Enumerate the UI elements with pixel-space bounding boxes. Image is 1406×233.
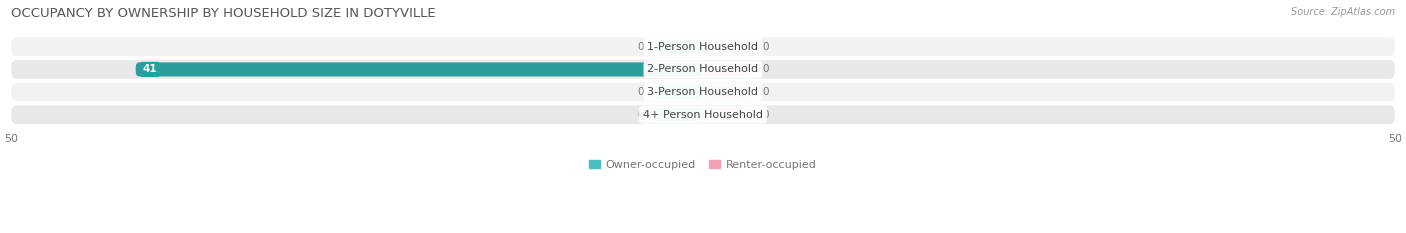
FancyBboxPatch shape bbox=[655, 108, 703, 122]
FancyBboxPatch shape bbox=[11, 83, 1395, 101]
FancyBboxPatch shape bbox=[11, 106, 1395, 124]
Text: 0: 0 bbox=[762, 42, 769, 52]
FancyBboxPatch shape bbox=[11, 38, 1395, 56]
FancyBboxPatch shape bbox=[655, 85, 703, 99]
FancyBboxPatch shape bbox=[136, 62, 703, 76]
FancyBboxPatch shape bbox=[11, 60, 1395, 79]
Text: 0: 0 bbox=[762, 65, 769, 75]
Text: 4+ Person Household: 4+ Person Household bbox=[643, 110, 763, 120]
Text: 0: 0 bbox=[762, 110, 769, 120]
Text: 0: 0 bbox=[762, 87, 769, 97]
Text: 0: 0 bbox=[637, 87, 644, 97]
FancyBboxPatch shape bbox=[655, 40, 703, 54]
Text: 1-Person Household: 1-Person Household bbox=[648, 42, 758, 52]
Text: 41: 41 bbox=[142, 65, 157, 75]
Text: OCCUPANCY BY OWNERSHIP BY HOUSEHOLD SIZE IN DOTYVILLE: OCCUPANCY BY OWNERSHIP BY HOUSEHOLD SIZE… bbox=[11, 7, 436, 20]
FancyBboxPatch shape bbox=[703, 108, 751, 122]
Text: 0: 0 bbox=[637, 110, 644, 120]
Legend: Owner-occupied, Renter-occupied: Owner-occupied, Renter-occupied bbox=[585, 155, 821, 175]
FancyBboxPatch shape bbox=[703, 40, 751, 54]
FancyBboxPatch shape bbox=[703, 62, 751, 76]
Text: 0: 0 bbox=[637, 42, 644, 52]
Text: Source: ZipAtlas.com: Source: ZipAtlas.com bbox=[1291, 7, 1395, 17]
Text: 2-Person Household: 2-Person Household bbox=[647, 65, 759, 75]
FancyBboxPatch shape bbox=[703, 85, 751, 99]
Text: 3-Person Household: 3-Person Household bbox=[648, 87, 758, 97]
